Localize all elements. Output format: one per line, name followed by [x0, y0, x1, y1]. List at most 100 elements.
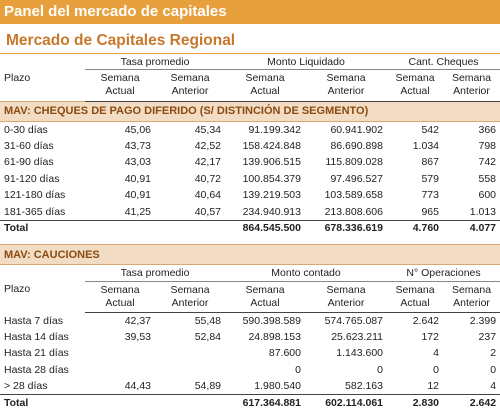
- cell: 867: [421, 156, 439, 169]
- table-row: > 28 días 44,43 54,89 1.980.540 582.163 …: [0, 378, 500, 394]
- cell: 579: [421, 172, 439, 185]
- total-label: Total: [0, 393, 85, 411]
- section-header-cauciones: MAV: CAUCIONES: [0, 244, 500, 265]
- group-header-operaciones: N° Operaciones: [387, 264, 500, 282]
- cell: 39,53: [124, 331, 151, 344]
- total-label: Total: [0, 219, 85, 236]
- row-label: 61-90 días: [4, 156, 54, 169]
- total-row: Total 864.545.500 678.336.619 4.760 4.07…: [0, 219, 500, 236]
- cell: 42,17: [194, 156, 221, 169]
- cell: 864.545.500: [225, 219, 305, 236]
- cell: 52,84: [194, 331, 221, 344]
- cell: 617.364.881: [225, 393, 305, 411]
- cell: 0: [295, 363, 301, 376]
- row-label: 181-365 días: [4, 205, 66, 218]
- row-label: Hasta 21 días: [4, 347, 69, 360]
- cell: 558: [478, 172, 497, 185]
- group-header-monto: Monto Liquidado: [225, 55, 387, 70]
- cell: 602.114.061: [305, 393, 387, 411]
- group-header-monto: Monto contado: [225, 264, 387, 282]
- cell: 773: [421, 189, 439, 202]
- cell: 12: [427, 380, 439, 392]
- cell: 158.424.848: [242, 139, 301, 152]
- panel-title: Panel del mercado de capitales: [0, 0, 500, 24]
- total-row: Total 617.364.881 602.114.061 2.830 2.64…: [0, 393, 500, 411]
- cell: 172: [421, 331, 439, 344]
- subcol-header: Semana Anterior: [155, 281, 225, 313]
- cell: 103.589.658: [324, 189, 383, 202]
- subcol-header: Semana Actual: [225, 281, 305, 313]
- cell: 44,43: [124, 380, 151, 392]
- cell: 366: [478, 123, 497, 136]
- cell: 54,89: [194, 380, 221, 392]
- group-header-tasa: Tasa promedio: [85, 264, 225, 282]
- table-row: Hasta 28 días 0 0 0 0: [0, 362, 500, 378]
- cell: 542: [421, 123, 439, 136]
- subcol-header: Semana Actual: [85, 69, 155, 102]
- cell: 41,25: [124, 205, 151, 218]
- cell: 2.399: [469, 314, 497, 327]
- cell: 40,57: [194, 205, 221, 218]
- cell: 4: [490, 380, 497, 392]
- cell: 574.765.087: [324, 314, 383, 327]
- cell: 0: [433, 363, 439, 376]
- cell: [155, 345, 225, 361]
- cell: 87.600: [268, 347, 301, 360]
- cell: 55,48: [194, 314, 221, 327]
- cell: [85, 345, 155, 361]
- row-label: Hasta 7 días: [4, 314, 63, 327]
- cell: 86.690.898: [330, 139, 383, 152]
- cell: 1.013: [469, 205, 497, 218]
- cell: 1.980.540: [254, 380, 301, 392]
- table-row: 121-180 días 40,91 40,64 139.219.503 103…: [0, 187, 500, 204]
- group-header-tasa: Tasa promedio: [85, 55, 225, 70]
- cell: 4.077: [443, 219, 500, 236]
- cell: 4.760: [387, 219, 443, 236]
- row-label: 121-180 días: [4, 189, 66, 202]
- table-row: 61-90 días 43,03 42,17 139.906.515 115.8…: [0, 154, 500, 171]
- row-label: 91-120 días: [4, 172, 60, 185]
- table-row: 31-60 días 43,73 42,52 158.424.848 86.69…: [0, 138, 500, 155]
- cell: 40,91: [124, 189, 151, 202]
- cell: 24.898.153: [248, 331, 301, 344]
- subcol-header: Semana Actual: [225, 69, 305, 102]
- cell: 97.496.527: [330, 172, 383, 185]
- subtitle-divider: [0, 53, 500, 54]
- subcol-header: Semana Anterior: [305, 69, 387, 102]
- cell: 45,34: [194, 123, 221, 136]
- cauciones-table: MAV: CAUCIONES Plazo Tasa promedio Monto…: [0, 244, 500, 411]
- table-row: 91-120 días 40,91 40,72 100.854.379 97.4…: [0, 171, 500, 188]
- cell: 40,72: [194, 172, 221, 185]
- table-row: Hasta 14 días 39,53 52,84 24.898.153 25.…: [0, 329, 500, 345]
- cell: 234.940.913: [242, 205, 301, 218]
- row-label: 31-60 días: [4, 139, 54, 152]
- table-row: Hasta 7 días 42,37 55,48 590.398.589 574…: [0, 313, 500, 329]
- subcol-header: Semana Anterior: [155, 69, 225, 102]
- cell: 237: [478, 331, 497, 344]
- cell: 590.398.589: [242, 314, 301, 327]
- cell: 100.854.379: [242, 172, 301, 185]
- row-label: > 28 días: [4, 380, 48, 392]
- cell: 42,52: [194, 139, 221, 152]
- cell: 115.809.028: [325, 156, 383, 169]
- cell: 2: [490, 347, 497, 360]
- subcol-header: Semana Anterior: [443, 281, 500, 313]
- cell: 4: [433, 347, 439, 360]
- subcol-header: Semana Actual: [387, 69, 443, 102]
- table-row: Hasta 21 días 87.600 1.143.600 4 2: [0, 345, 500, 361]
- subcol-header: Semana Anterior: [443, 69, 500, 102]
- cell: 742: [478, 156, 497, 169]
- cell: 42,37: [124, 314, 151, 327]
- cell: 582.163: [345, 380, 383, 392]
- cell: 43,73: [124, 139, 151, 152]
- cell: 43,03: [124, 156, 151, 169]
- cell: 965: [421, 205, 439, 218]
- cell: 45,06: [124, 123, 151, 136]
- subcol-header: Semana Anterior: [305, 281, 387, 313]
- table-row: 0-30 días 45,06 45,34 91.199.342 60.941.…: [0, 121, 500, 138]
- cell: 91.199.342: [248, 123, 301, 136]
- cell: 139.219.503: [242, 189, 301, 202]
- cheques-table: Plazo Tasa promedio Monto Liquidado Cant…: [0, 55, 500, 236]
- cell: 2.642: [443, 393, 500, 411]
- cell: [85, 362, 155, 378]
